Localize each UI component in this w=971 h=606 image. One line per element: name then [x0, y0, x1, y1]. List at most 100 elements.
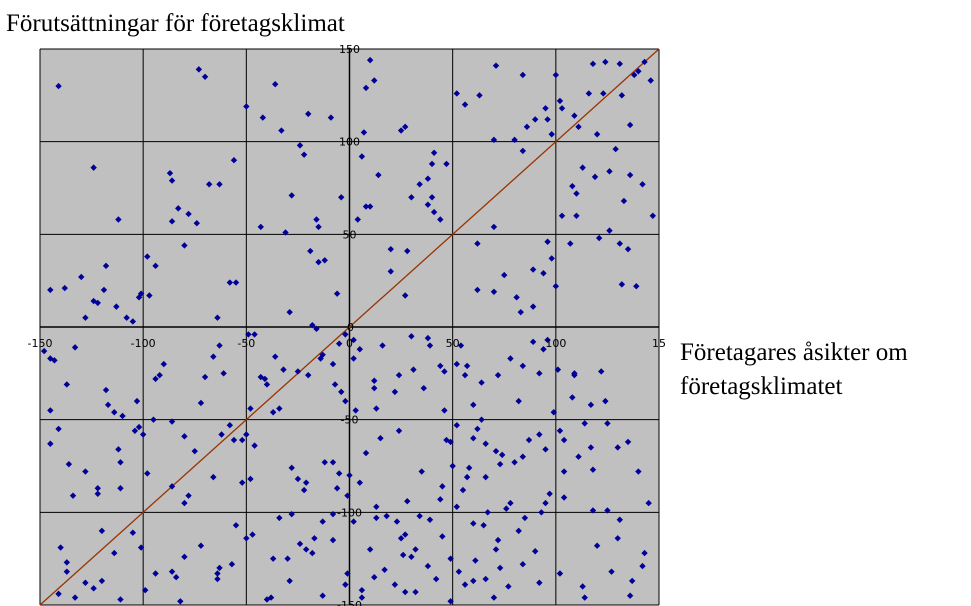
data-point — [494, 371, 502, 379]
data-point — [395, 427, 403, 434]
data-point — [98, 527, 106, 535]
data-point — [478, 416, 485, 423]
data-point — [397, 127, 405, 134]
data-point — [305, 371, 312, 379]
data-point — [342, 581, 349, 588]
data-point — [424, 334, 432, 342]
data-point — [441, 407, 448, 414]
data-point — [548, 255, 555, 262]
data-point — [333, 290, 341, 297]
data-point — [90, 585, 97, 592]
data-point — [624, 438, 632, 446]
data-point — [482, 473, 489, 481]
data-point — [600, 90, 607, 97]
data-point — [635, 68, 642, 75]
data-point — [90, 164, 97, 171]
data-point — [536, 431, 543, 438]
x-tick-label: 100 — [545, 337, 566, 350]
data-point — [329, 510, 337, 518]
data-point — [513, 294, 520, 301]
data-point — [542, 499, 549, 507]
data-point — [544, 336, 551, 344]
data-point — [226, 422, 234, 429]
data-point — [579, 583, 586, 590]
data-point — [614, 444, 621, 451]
data-point — [538, 509, 545, 516]
data-point — [115, 446, 122, 453]
data-point — [556, 570, 564, 577]
data-point — [375, 171, 382, 179]
data-point — [373, 405, 380, 412]
data-point — [201, 73, 209, 80]
data-point — [399, 551, 407, 559]
data-point — [358, 594, 366, 601]
data-point — [490, 594, 498, 601]
data-point — [55, 82, 62, 90]
data-point — [482, 440, 489, 447]
data-point — [276, 514, 283, 522]
data-point — [307, 247, 314, 255]
data-point — [511, 459, 518, 466]
data-point — [230, 436, 238, 444]
data-point — [257, 223, 264, 231]
data-point — [102, 262, 110, 270]
data-point — [544, 116, 551, 123]
data-point — [639, 562, 646, 570]
data-point — [276, 405, 283, 412]
data-point — [243, 103, 250, 110]
data-point — [560, 468, 568, 475]
data-point — [459, 486, 467, 494]
data-point — [354, 216, 361, 223]
data-point — [474, 286, 481, 294]
data-point — [490, 223, 498, 231]
data-point — [142, 586, 149, 594]
data-point — [358, 586, 366, 594]
data-point — [631, 71, 638, 79]
data-point — [214, 575, 221, 583]
data-point — [571, 112, 578, 119]
data-point — [366, 203, 374, 210]
data-point — [362, 203, 370, 210]
data-point — [595, 234, 603, 242]
data-point — [478, 379, 485, 386]
data-point — [263, 596, 271, 603]
data-point — [529, 303, 537, 310]
data-point — [548, 131, 555, 138]
data-point — [490, 288, 498, 295]
data-point — [338, 388, 345, 396]
data-point — [280, 366, 287, 373]
data-point — [494, 536, 502, 544]
data-point — [461, 101, 469, 108]
data-point — [247, 475, 254, 483]
data-point — [606, 227, 613, 234]
data-point — [313, 216, 320, 223]
data-point — [175, 205, 182, 212]
data-point — [554, 366, 562, 373]
data-point — [552, 283, 560, 290]
data-point — [168, 568, 176, 575]
data-point — [373, 503, 380, 510]
data-point — [195, 66, 203, 73]
reference-line-group — [39, 48, 660, 606]
data-point — [412, 546, 419, 553]
data-point — [645, 499, 652, 507]
x-tick-label: -150 — [28, 337, 53, 350]
data-point — [181, 553, 188, 561]
data-point — [352, 407, 359, 414]
data-point — [575, 453, 582, 460]
data-point — [286, 577, 293, 585]
data-point — [507, 499, 514, 507]
data-point — [511, 136, 518, 144]
data-point — [300, 486, 308, 494]
data-point — [152, 262, 159, 270]
data-point — [379, 342, 386, 349]
data-point — [168, 177, 176, 184]
data-point — [327, 114, 335, 121]
data-point — [439, 533, 446, 540]
data-point — [624, 245, 632, 253]
data-point — [356, 479, 364, 486]
data-point — [94, 299, 101, 307]
data-point — [321, 257, 328, 264]
data-point — [216, 342, 223, 349]
data-point — [552, 71, 560, 79]
